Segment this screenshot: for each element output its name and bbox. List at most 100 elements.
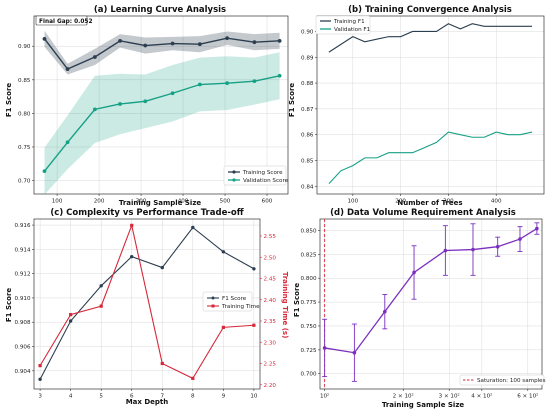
- chart-a-band-0: [44, 30, 280, 75]
- chart-a-point-1-3: [118, 102, 122, 106]
- chart-a-point-0-9: [277, 38, 282, 43]
- chart-a-point-0-1: [65, 67, 70, 71]
- chart-b-xlabel: Number of Trees: [397, 199, 462, 207]
- chart-c-ytick-3: 0.910: [14, 296, 30, 302]
- final-gap-label: Final Gap: 0.052: [39, 19, 92, 25]
- chart-a-ytick-2: 0.80: [18, 111, 31, 117]
- chart-c-point-0-3: [130, 254, 134, 259]
- chart-c-xtick-3: 6: [130, 394, 134, 400]
- chart-a-xtick-3: 400: [178, 199, 189, 205]
- chart-d-point-6: [495, 244, 500, 249]
- chart-a-xtick-5: 600: [262, 199, 273, 205]
- chart-a-point-1-4: [143, 99, 148, 104]
- panel-data-volume: (d) Data Volume Requirement Analysis Tra…: [293, 208, 546, 409]
- panel-complexity-tradeoff: (c) Complexity vs Performance Trade-off …: [5, 208, 289, 406]
- chart-b-ytick-2: 0.86: [301, 133, 314, 139]
- chart-c-point-1-7: [252, 323, 256, 327]
- chart-a-point-1-5: [170, 91, 175, 96]
- chart-b-xtick-1: 200: [395, 199, 406, 205]
- chart-c-point-1-0: [38, 364, 42, 368]
- chart-d-xtick-1: 2 × 10²: [393, 393, 414, 400]
- chart-c-xtick-4: 7: [160, 394, 164, 400]
- chart-c-y2tick-1: 2.25: [264, 362, 277, 368]
- chart-c-point-0-6: [221, 250, 226, 254]
- chart-a-line-0: [43, 37, 280, 70]
- chart-c-point-1-1: [69, 313, 73, 317]
- chart-a-point-1-9: [277, 73, 282, 78]
- chart-b-frame: [316, 15, 545, 195]
- chart-c-xlabel: Max Depth: [126, 398, 169, 406]
- legend-training-time: Training Time: [221, 304, 260, 310]
- chart-d-point-2: [383, 309, 387, 314]
- chart-a-band-1: [44, 52, 280, 195]
- chart-c-y2tick-4: 2.40: [264, 298, 277, 304]
- legend-validation-f1: Validation F1: [334, 27, 371, 33]
- chart-d-point-8: [535, 226, 539, 231]
- chart-c-point-1-5: [191, 376, 195, 380]
- chart-d-ytick-6: 0.850: [300, 228, 316, 234]
- legend-training-f1: Training F1: [333, 19, 365, 25]
- legend-validation-score: Validation Score: [243, 178, 289, 184]
- chart-a-point-0-5: [170, 41, 175, 46]
- chart-d-point-0: [322, 346, 327, 350]
- chart-a-ytick-1: 0.75: [18, 145, 31, 151]
- chart-a-point-0-0: [42, 36, 47, 41]
- chart-c-frame: [33, 218, 261, 390]
- chart-a-point-1-8: [252, 79, 257, 84]
- chart-d-line: [324, 227, 538, 354]
- chart-d-point-3: [412, 270, 416, 275]
- chart-a-ylabel: F1 Score: [5, 83, 13, 118]
- chart-c-plot: 0.904 0.906 0.908 0.910 0.912 0.914 0.916 3 4 5 6 7…: [14, 218, 277, 400]
- chart-c-point-0-0: [38, 377, 42, 381]
- chart-b-line-1: [328, 131, 533, 185]
- chart-a-point-1-2: [92, 107, 97, 112]
- chart-a-point-0-6: [197, 42, 202, 47]
- chart-b-xtick-0: 100: [347, 199, 358, 205]
- chart-c-point-0-5: [191, 225, 195, 230]
- chart-a-point-0-7: [225, 36, 230, 41]
- chart-a-legend: Training Score Validation Score: [223, 165, 289, 186]
- chart-c-ytick-2: 0.908: [14, 320, 30, 326]
- chart-c-point-1-3: [130, 223, 134, 227]
- chart-c-xtick-1: 4: [69, 394, 73, 400]
- chart-a-line-1: [43, 75, 280, 172]
- panel-training-convergence: (b) Training Convergence Analysis Number…: [288, 5, 545, 207]
- chart-d-ytick-5: 0.825: [300, 252, 316, 258]
- chart-a-xlabel: Training Sample Size: [119, 199, 202, 207]
- chart-c-point-1-2: [99, 304, 103, 308]
- chart-a-point-0-3: [118, 38, 122, 43]
- chart-c-y2tick-2: 2.30: [264, 340, 277, 346]
- chart-b-ytick-0: 0.84: [301, 184, 314, 190]
- chart-d-point-7: [518, 237, 522, 241]
- chart-c-point-0-7: [252, 267, 256, 271]
- chart-a-xtick-2: 300: [136, 199, 147, 205]
- chart-d-frame: [319, 218, 543, 390]
- chart-a-xtick-4: 500: [220, 199, 231, 205]
- chart-c-ytick-4: 0.912: [14, 272, 30, 278]
- chart-b-plot: 0.84 0.85 0.86 0.87 0.88 0.89 0.90 100 200 300 400: [301, 15, 545, 205]
- chart-c-ytick-6: 0.916: [14, 223, 30, 229]
- chart-d-title: (d) Data Volume Requirement Analysis: [330, 208, 516, 218]
- chart-d-plot: 0.700 0.725 0.750 0.775 0.800 0.825 0.850 10² 2 …: [300, 218, 543, 400]
- chart-c-point-0-2: [99, 284, 103, 288]
- chart-c-xtick-6: 9: [222, 394, 226, 400]
- chart-a-point-1-1: [65, 140, 70, 145]
- chart-c-point-1-6: [221, 325, 225, 329]
- panel-learning-curve: (a) Learning Curve Analysis Training Sam…: [5, 5, 289, 207]
- chart-d-ytick-0: 0.700: [300, 372, 316, 378]
- chart-a-point-0-2: [92, 55, 97, 59]
- chart-b-ytick-5: 0.89: [301, 55, 314, 61]
- chart-d-ytick-4: 0.800: [300, 276, 316, 282]
- chart-c-title: (c) Complexity vs Performance Trade-off: [50, 208, 243, 218]
- chart-c-xtick-2: 5: [99, 394, 103, 400]
- legend-training-score: Training Score: [242, 170, 283, 176]
- chart-a-title: (a) Learning Curve Analysis: [94, 5, 226, 15]
- chart-c-ytick-0: 0.904: [14, 369, 30, 375]
- chart-a-ytick-0: 0.70: [18, 179, 31, 185]
- chart-a-xtick-1: 200: [94, 199, 105, 205]
- chart-a-ytick-3: 0.85: [18, 78, 31, 84]
- chart-c-y2tick-3: 2.35: [264, 319, 277, 325]
- chart-d-xtick-4: 6 × 10²: [517, 393, 538, 400]
- chart-c-xtick-5: 8: [191, 394, 195, 400]
